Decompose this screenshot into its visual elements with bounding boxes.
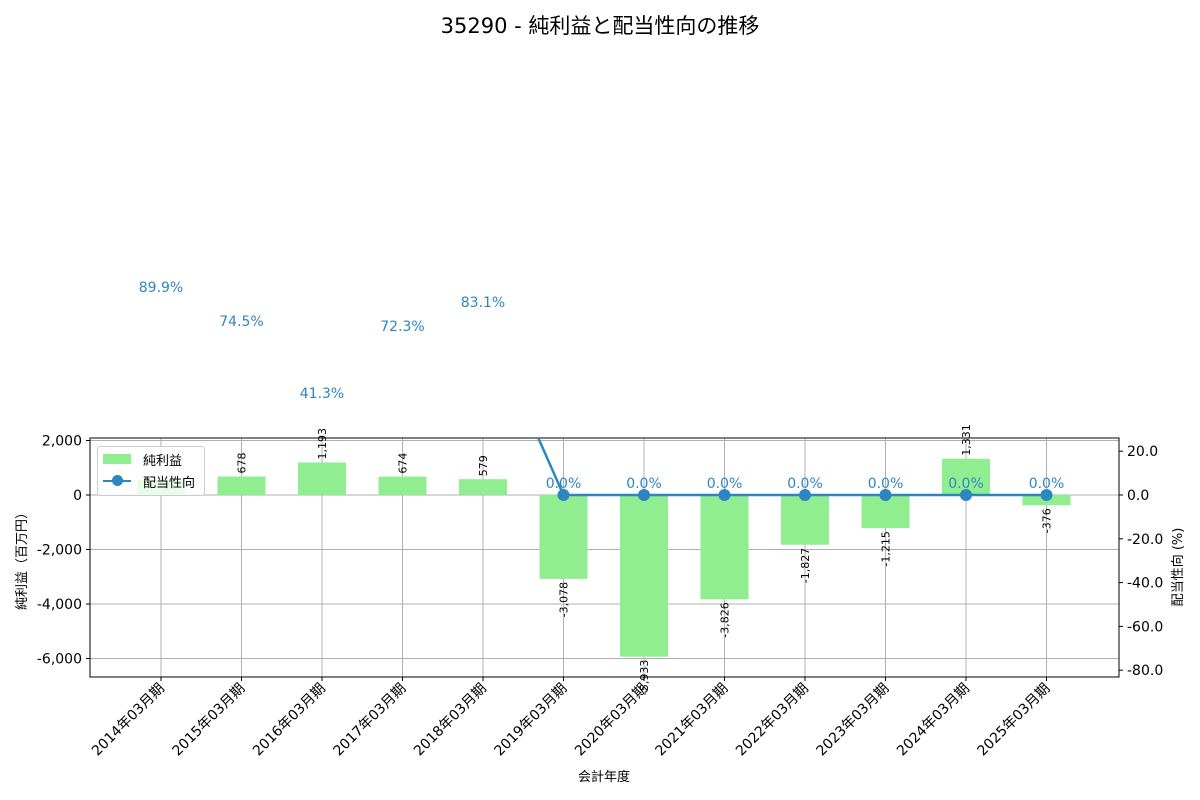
payout-ratio-point bbox=[879, 489, 892, 501]
bar-value-label: 674 bbox=[397, 453, 410, 474]
bar-value-label: -376 bbox=[1041, 508, 1054, 533]
y-tick-right: -60.0 bbox=[1127, 619, 1163, 635]
x-tick-label: 2019年03月期 bbox=[492, 681, 571, 760]
legend-label-payout-ratio: 配当性向 bbox=[143, 475, 196, 491]
bar-value-label: -1,827 bbox=[799, 548, 812, 583]
x-tick-label: 2018年03月期 bbox=[411, 681, 490, 760]
bar-value-label: 678 bbox=[236, 453, 249, 474]
payout-ratio-point bbox=[799, 489, 811, 501]
y-tick-left: 2,000 bbox=[42, 434, 82, 450]
y-tick-left: -4,000 bbox=[37, 597, 82, 613]
bar-value-label: 1,331 bbox=[960, 424, 973, 456]
payout-ratio-label: 0.0% bbox=[546, 476, 582, 492]
payout-ratio-label: 0.0% bbox=[868, 476, 904, 492]
payout-ratio-point bbox=[1040, 489, 1053, 501]
x-tick-label: 2025年03月期 bbox=[975, 681, 1054, 760]
payout-ratio-line bbox=[536, 438, 1047, 497]
bar-net-income bbox=[378, 476, 427, 495]
legend-label-net-income: 純利益 bbox=[143, 453, 183, 469]
x-axis-label: 会計年度 bbox=[578, 769, 630, 785]
payout-ratio-label: 41.3% bbox=[300, 386, 344, 402]
bar-value-label: -1,215 bbox=[880, 531, 893, 566]
payout-ratio-point bbox=[638, 489, 650, 501]
bar-net-income bbox=[217, 476, 266, 495]
bar-net-income bbox=[459, 479, 507, 495]
x-tick-label: 2022年03月期 bbox=[733, 681, 812, 760]
x-tick-label: 2016年03月期 bbox=[250, 681, 329, 760]
payout-ratio-label: 0.0% bbox=[787, 476, 823, 492]
bar-net-income bbox=[781, 495, 829, 545]
x-tick-label: 2021年03月期 bbox=[653, 681, 732, 760]
x-tick-label: 2015年03月期 bbox=[170, 681, 249, 760]
x-tick-label: 2017年03月期 bbox=[331, 681, 410, 760]
y-tick-right: 20.0 bbox=[1127, 444, 1158, 460]
payout-ratio-label: 83.1% bbox=[461, 295, 505, 311]
bar-net-income bbox=[539, 495, 588, 579]
bar-net-income bbox=[620, 495, 668, 657]
payout-ratio-label: 0.0% bbox=[626, 476, 662, 492]
payout-ratio-label: 89.9% bbox=[139, 280, 183, 296]
payout-ratio-point bbox=[557, 489, 570, 501]
x-tick-label: 2020年03月期 bbox=[572, 681, 651, 760]
legend-item-payout-ratio: 配当性向 bbox=[103, 472, 196, 491]
bar-value-label: 1,193 bbox=[316, 428, 329, 460]
line-marker-icon bbox=[103, 475, 131, 486]
y-tick-left: -6,000 bbox=[37, 652, 82, 668]
x-tick-label: 2014年03月期 bbox=[89, 681, 168, 760]
y-tick-right: 0.0 bbox=[1127, 488, 1149, 504]
bar-net-income bbox=[700, 495, 749, 600]
payout-ratio-label: 72.3% bbox=[380, 319, 424, 335]
bar-value-label: -3,078 bbox=[558, 582, 571, 617]
chart-title: 35290 - 純利益と配当性向の推移 bbox=[440, 14, 760, 38]
y-tick-left: 0 bbox=[73, 488, 82, 504]
bar-value-label: 579 bbox=[477, 455, 490, 476]
y-tick-right: -40.0 bbox=[1127, 576, 1163, 592]
y-tick-right: -20.0 bbox=[1127, 532, 1163, 548]
bar-swatch-icon bbox=[103, 454, 131, 464]
bar-net-income bbox=[298, 462, 346, 495]
legend-item-net-income: 純利益 bbox=[103, 450, 183, 469]
y-tick-right: -80.0 bbox=[1127, 663, 1163, 679]
payout-ratio-label: 0.0% bbox=[707, 476, 743, 492]
y-axis-label-left: 純利益（百万円） bbox=[15, 506, 30, 610]
plot-frame bbox=[89, 437, 1120, 678]
legend: 純利益 配当性向 bbox=[97, 446, 205, 496]
payout-ratio-point bbox=[960, 489, 972, 501]
y-tick-left: -2,000 bbox=[37, 543, 82, 559]
x-tick-label: 2023年03月期 bbox=[814, 681, 893, 760]
payout-ratio-label: 0.0% bbox=[1029, 476, 1065, 492]
payout-ratio-point bbox=[718, 489, 731, 501]
bar-net-income bbox=[942, 458, 990, 495]
bar-value-label: -3,826 bbox=[719, 602, 732, 637]
y-axis-label-right: 配当性向 (%) bbox=[1170, 528, 1186, 607]
x-tick-label: 2024年03月期 bbox=[894, 681, 973, 760]
payout-ratio-label: 74.5% bbox=[219, 314, 263, 330]
payout-ratio-label: 0.0% bbox=[948, 476, 984, 492]
